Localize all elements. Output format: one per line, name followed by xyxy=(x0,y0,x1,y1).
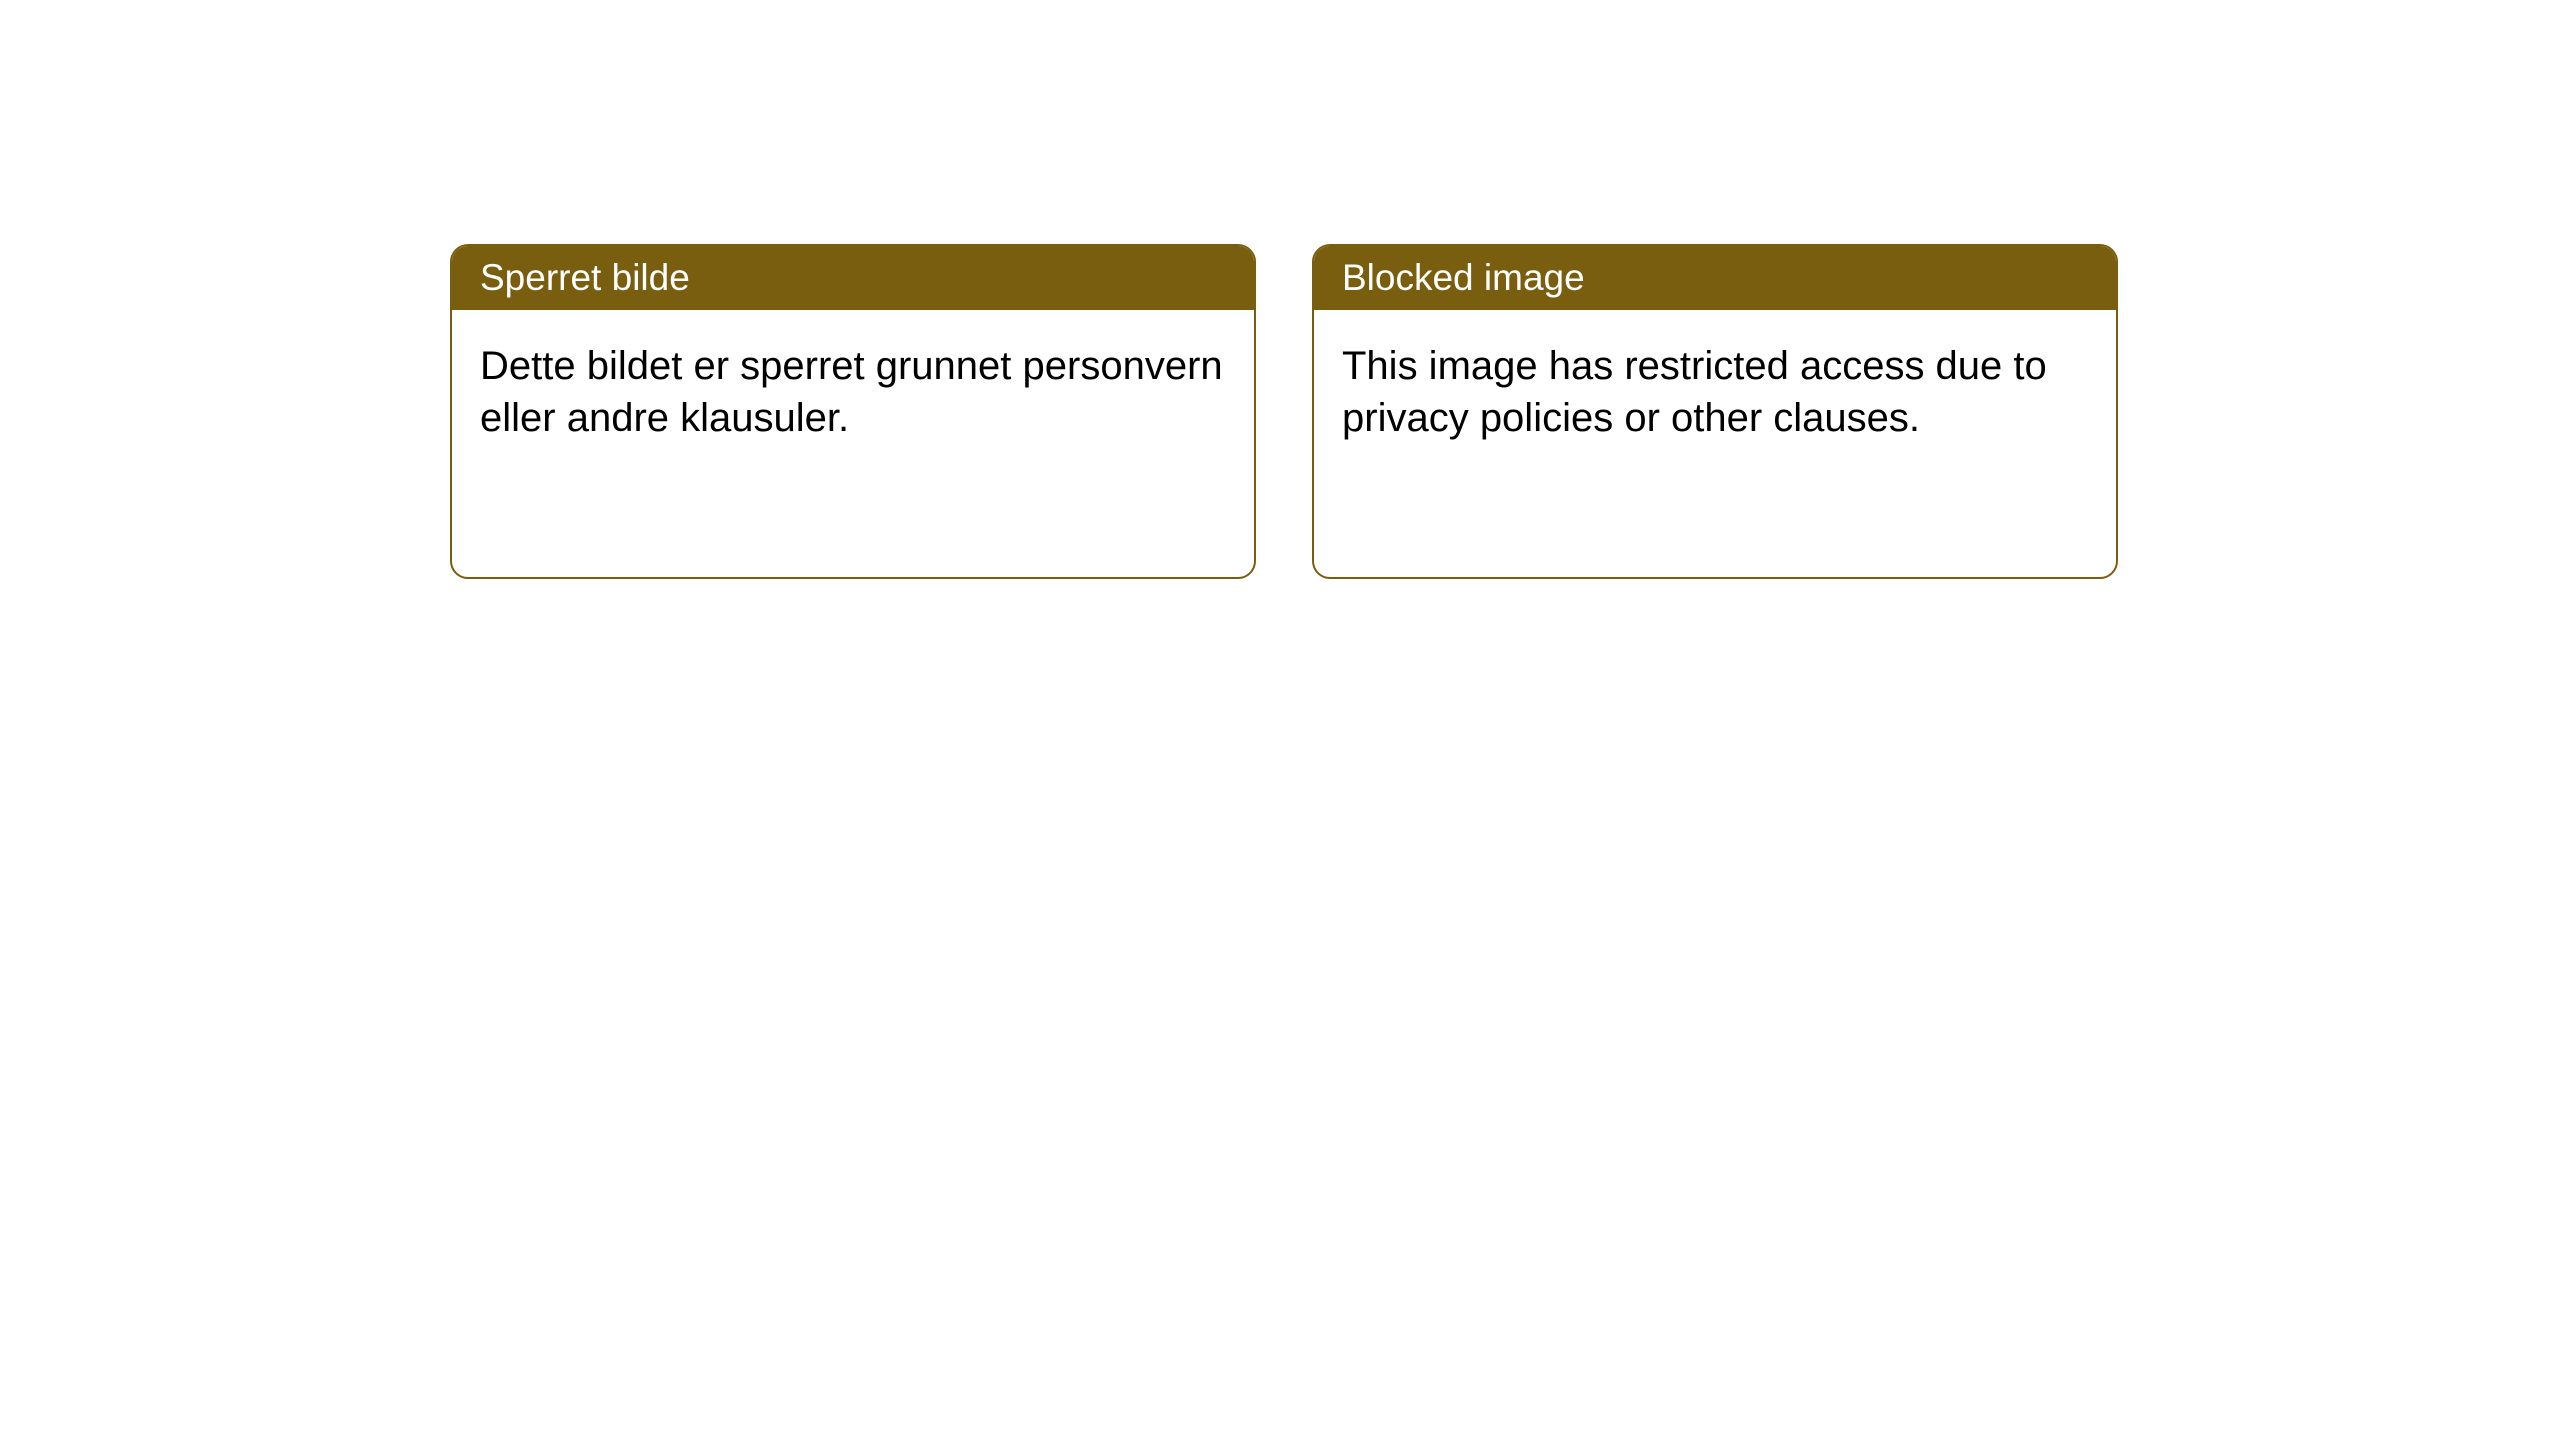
cards-container: Sperret bilde Dette bildet er sperret gr… xyxy=(450,244,2118,579)
card-body-en: This image has restricted access due to … xyxy=(1314,310,2116,474)
card-title-no: Sperret bilde xyxy=(480,257,690,298)
card-title-en: Blocked image xyxy=(1342,257,1585,298)
card-header-en: Blocked image xyxy=(1314,246,2116,310)
card-message-no: Dette bildet er sperret grunnet personve… xyxy=(480,344,1223,440)
card-message-en: This image has restricted access due to … xyxy=(1342,344,2047,440)
card-body-no: Dette bildet er sperret grunnet personve… xyxy=(452,310,1254,474)
blocked-image-card-en: Blocked image This image has restricted … xyxy=(1312,244,2118,579)
blocked-image-card-no: Sperret bilde Dette bildet er sperret gr… xyxy=(450,244,1256,579)
card-header-no: Sperret bilde xyxy=(452,246,1254,310)
